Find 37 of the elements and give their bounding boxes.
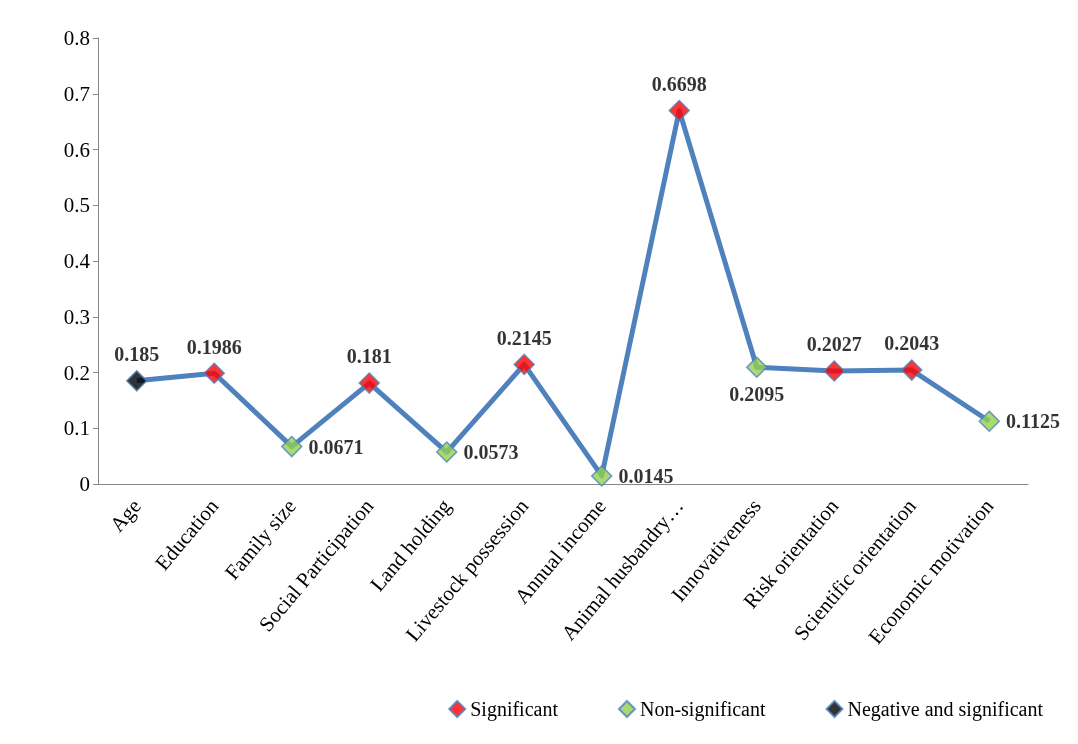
y-tick-label: 0.3 bbox=[63, 304, 90, 329]
point bbox=[901, 359, 923, 381]
data-label: 0.0145 bbox=[618, 464, 674, 487]
legend-label: Significant bbox=[470, 698, 559, 721]
x-tick-label: Age bbox=[105, 494, 146, 537]
y-tick-label: 0.7 bbox=[63, 81, 90, 106]
point bbox=[358, 372, 380, 394]
data-label: 0.1125 bbox=[1006, 410, 1060, 433]
data-label: 0.2095 bbox=[729, 382, 785, 405]
data-label: 0.2145 bbox=[496, 326, 552, 349]
data-label: 0.185 bbox=[114, 343, 160, 366]
data-label: 0.1986 bbox=[186, 335, 242, 358]
y-tick-label: 0.4 bbox=[63, 249, 91, 273]
legend-label: Negative and significant bbox=[847, 698, 1044, 721]
point bbox=[978, 410, 1000, 433]
data-label: 0.0573 bbox=[463, 441, 519, 464]
point bbox=[746, 356, 768, 378]
point bbox=[591, 465, 613, 487]
data-label: 0.0671 bbox=[308, 435, 364, 458]
data-label: 0.181 bbox=[346, 345, 392, 368]
point bbox=[203, 362, 225, 385]
legend-label: Non-significant bbox=[639, 698, 766, 721]
point bbox=[668, 99, 690, 122]
data-label: 0.2027 bbox=[806, 333, 862, 356]
data-label: 0.6698 bbox=[651, 72, 707, 95]
y-tick-label: 0.1 bbox=[63, 416, 90, 441]
point bbox=[513, 353, 535, 376]
data-label: 0.2043 bbox=[884, 332, 940, 355]
y-tick-label: 0.2 bbox=[63, 360, 90, 385]
point bbox=[281, 435, 303, 458]
point bbox=[823, 360, 845, 382]
y-tick-label: 0.5 bbox=[63, 193, 90, 218]
y-tick-label: 0.8 bbox=[63, 26, 90, 50]
y-tick-label: 0.6 bbox=[63, 137, 90, 162]
point bbox=[436, 441, 458, 463]
point bbox=[126, 370, 148, 392]
y-tick-label: 0 bbox=[79, 472, 90, 496]
